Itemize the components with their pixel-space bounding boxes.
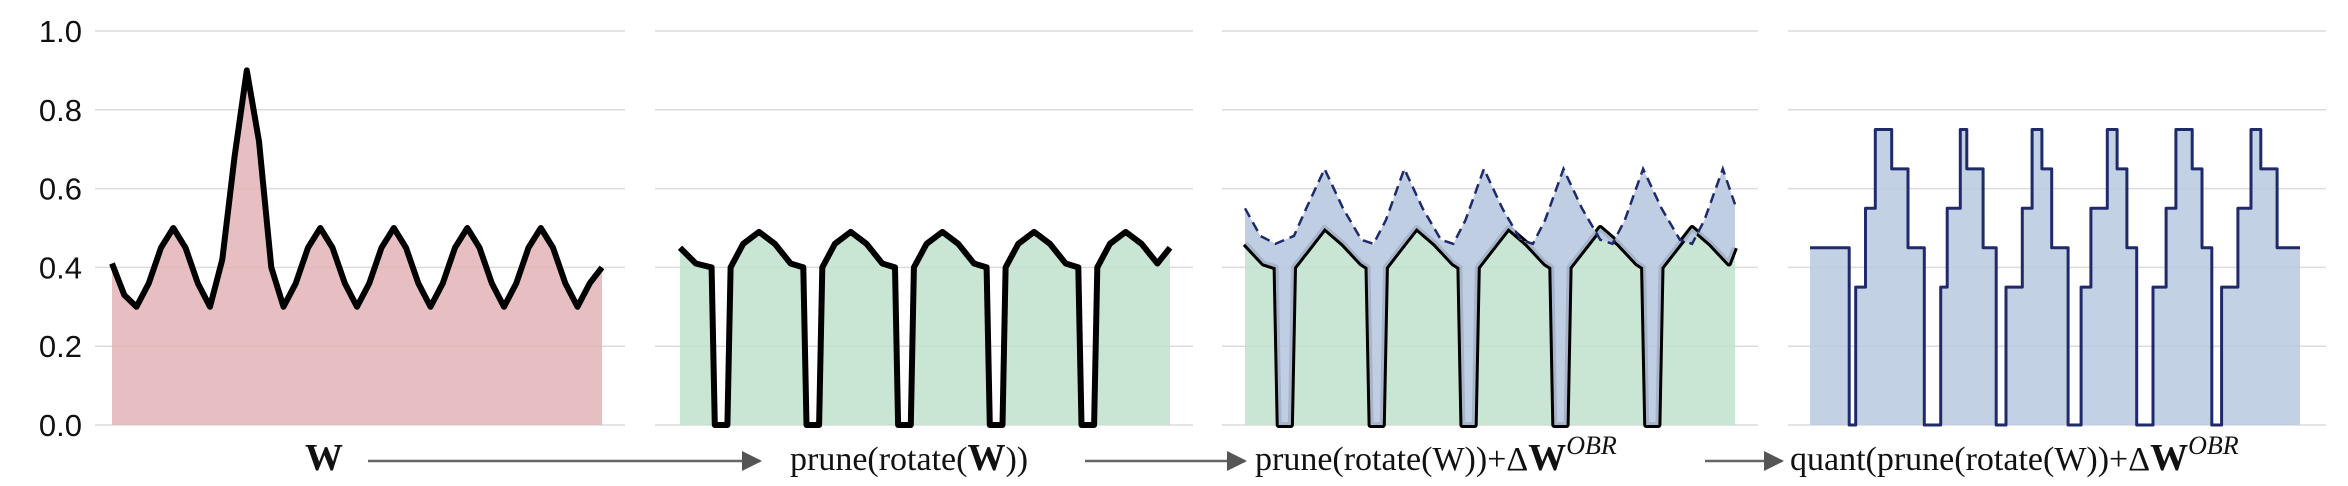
caption-bold: W [967, 437, 1005, 479]
y-tick-label: 0.0 [39, 408, 82, 443]
panel-3-dashed-line [1243, 165, 1737, 246]
panel-4 [1810, 128, 2300, 427]
caption-bold: W [2150, 437, 2188, 479]
panel-2-line [677, 228, 1173, 428]
panel-3-caption: prune(rotate(W))+ΔWOBR [1255, 431, 1617, 479]
y-tick-label: 0.6 [39, 172, 82, 207]
panel-3 [1242, 165, 1738, 428]
caption-bold: W [1528, 437, 1566, 479]
panel-1-line [109, 67, 605, 310]
caption-text: )) [1005, 441, 1028, 478]
caption-text: prune(rotate(W))+Δ [1255, 441, 1528, 478]
panels [109, 67, 2300, 428]
panel-3-overlay-area [1245, 168, 1735, 425]
panel-2 [677, 228, 1173, 428]
panel-4-line [1810, 128, 2300, 427]
caption-superscript: OBR [1566, 431, 1617, 460]
caption-superscript: OBR [2188, 431, 2239, 460]
y-tick-label: 1.0 [39, 14, 82, 49]
y-axis: 0.0 0.2 0.4 0.6 0.8 1.0 [39, 14, 82, 443]
panel-2-caption: prune(rotate(W)) [790, 437, 1028, 479]
y-tick-label: 0.4 [39, 250, 82, 285]
caption-text: W [305, 437, 343, 479]
caption-text: prune(rotate( [790, 441, 967, 478]
panel-1-caption: W [305, 437, 343, 479]
y-tick-label: 0.2 [39, 329, 82, 364]
panel-4-caption: quant(prune(rotate(W))+ΔWOBR [1790, 431, 2239, 479]
y-tick-label: 0.8 [39, 93, 82, 128]
panel-1 [109, 67, 605, 426]
caption-text: quant(prune(rotate(W))+Δ [1790, 441, 2150, 478]
panel-4-area [1810, 129, 2300, 425]
